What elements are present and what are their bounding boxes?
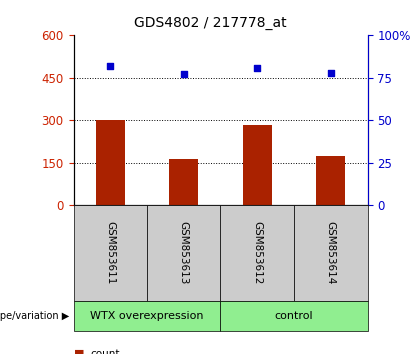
Bar (243, 125, 272, 205)
Point (107, 63, 114, 69)
Text: WTX overexpression: WTX overexpression (90, 311, 204, 321)
Text: GSM853614: GSM853614 (326, 221, 336, 285)
Point (328, 70, 334, 76)
Bar (96, 120, 125, 205)
Point (181, 72, 187, 77)
Point (254, 65, 261, 70)
Text: ■: ■ (74, 349, 84, 354)
Text: count: count (90, 349, 120, 354)
Bar (316, 156, 346, 205)
Text: GSM853611: GSM853611 (105, 221, 115, 285)
Text: control: control (275, 311, 313, 321)
Text: genotype/variation ▶: genotype/variation ▶ (0, 311, 69, 321)
Text: GDS4802 / 217778_at: GDS4802 / 217778_at (134, 16, 286, 30)
Text: GSM853612: GSM853612 (252, 221, 262, 285)
Text: GSM853613: GSM853613 (179, 221, 189, 285)
Bar (169, 159, 199, 205)
